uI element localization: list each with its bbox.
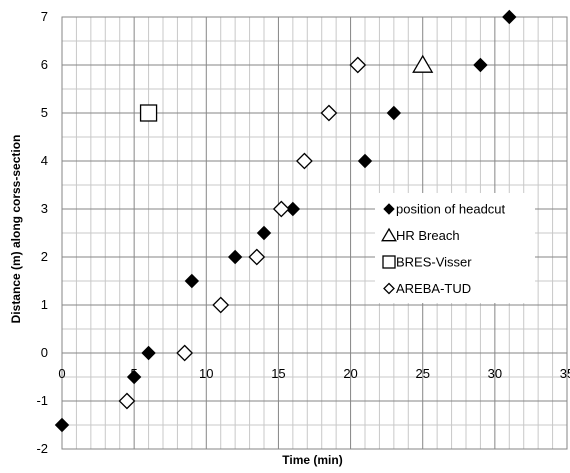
x-tick-label: 0 <box>58 366 65 381</box>
position-of-headcut-point <box>386 105 402 121</box>
areba-tud-point <box>295 152 313 170</box>
data-markers <box>54 9 517 433</box>
hr-breach-point <box>412 54 434 73</box>
x-tick-label: 10 <box>199 366 213 381</box>
y-tick-label: 6 <box>41 57 48 72</box>
x-tick-label: 35 <box>560 366 570 381</box>
legend-marker-hr-breach <box>381 227 397 242</box>
x-axis-title: Time (min) <box>282 453 342 467</box>
y-axis-title: Distance (m) along corss-section <box>9 135 23 324</box>
y-tick-label: 4 <box>41 153 48 168</box>
position-of-headcut-point <box>54 417 70 433</box>
y-tick-label: 2 <box>41 249 48 264</box>
y-tick-label: 5 <box>41 105 48 120</box>
position-of-headcut-point <box>285 201 301 217</box>
legend-label: position of headcut <box>396 202 506 217</box>
position-of-headcut-point <box>256 225 272 241</box>
x-tick-label: 15 <box>271 366 285 381</box>
legend-label: AREBA-TUD <box>396 281 471 296</box>
position-of-headcut-point <box>184 273 200 289</box>
y-tick-label: 0 <box>41 345 48 360</box>
areba-tud-point <box>320 104 338 122</box>
areba-tud-point <box>118 392 136 410</box>
x-tick-label: 30 <box>488 366 502 381</box>
y-tick-label: -1 <box>36 393 48 408</box>
areba-tud-point <box>212 296 230 314</box>
legend-marker-bres-visser <box>382 255 396 269</box>
plot-area-frame <box>61 16 568 450</box>
position-of-headcut-point <box>502 9 517 25</box>
areba-tud-point <box>349 56 367 74</box>
x-tick-label: 25 <box>415 366 429 381</box>
legend-marker-areba-tud <box>383 282 395 295</box>
legend: position of headcut HR Breach BRES-Visser A… <box>375 193 535 303</box>
bres-visser-point <box>139 104 158 122</box>
position-of-headcut-point <box>141 345 156 361</box>
position-of-headcut-point <box>473 57 488 73</box>
areba-tud-point <box>248 248 266 266</box>
position-of-headcut-point <box>126 369 142 385</box>
areba-tud-point <box>272 200 290 218</box>
y-tick-label: 7 <box>41 9 48 24</box>
y-axis-tick-labels: -2 -1 0 1 2 3 4 5 6 7 <box>36 9 48 456</box>
y-tick-label: 1 <box>41 297 48 312</box>
legend-marker-position-of-headcut <box>383 203 395 215</box>
legend-label: BRES-Visser <box>396 255 472 270</box>
y-tick-label: -2 <box>36 441 48 456</box>
legend-box <box>375 193 535 303</box>
areba-tud-point <box>176 344 194 362</box>
y-tick-label: 3 <box>41 201 48 216</box>
legend-label: HR Breach <box>396 228 460 243</box>
position-of-headcut-point <box>357 153 373 169</box>
x-tick-label: 20 <box>343 366 357 381</box>
position-of-headcut-point <box>227 249 243 265</box>
